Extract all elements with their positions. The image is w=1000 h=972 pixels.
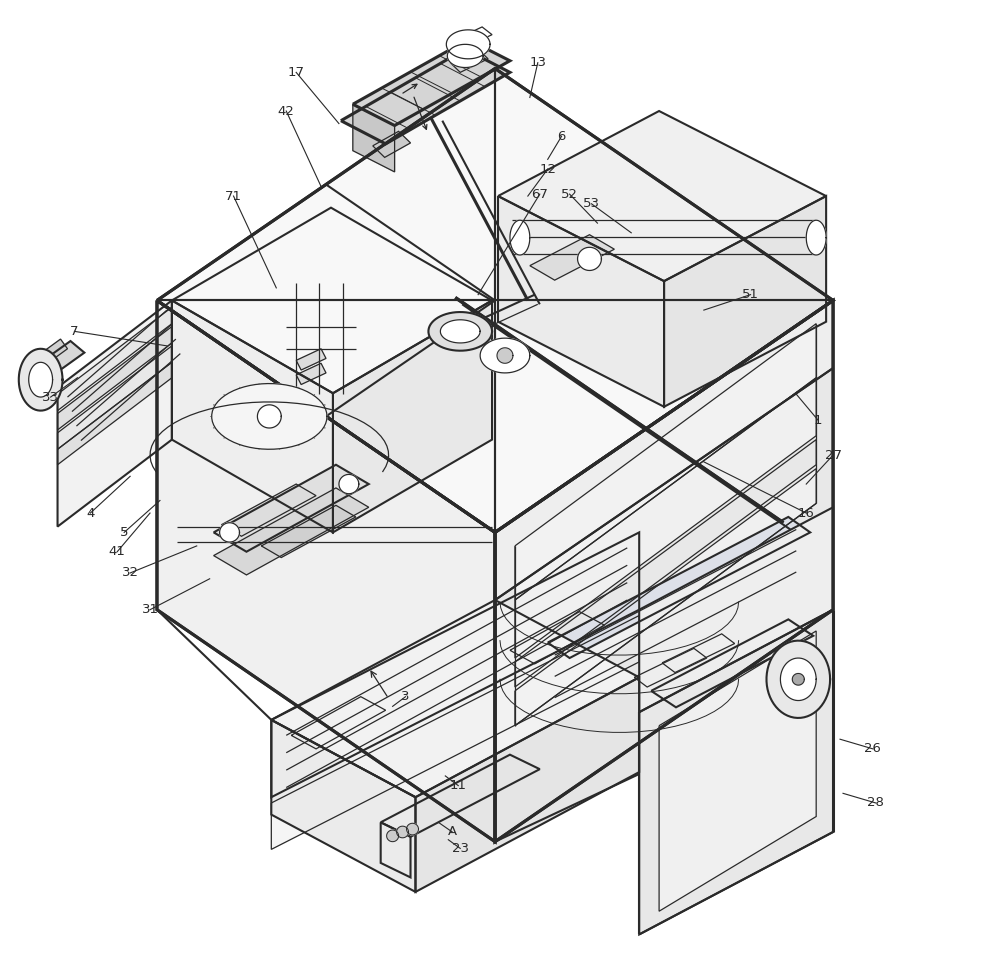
Polygon shape — [659, 631, 816, 911]
Polygon shape — [212, 384, 327, 449]
Polygon shape — [510, 611, 604, 664]
Polygon shape — [440, 320, 480, 343]
Polygon shape — [387, 830, 399, 842]
Text: 32: 32 — [122, 567, 139, 579]
Polygon shape — [446, 30, 490, 59]
Polygon shape — [510, 221, 530, 255]
Polygon shape — [639, 507, 833, 712]
Polygon shape — [220, 523, 239, 542]
Polygon shape — [261, 505, 356, 558]
Polygon shape — [480, 338, 530, 373]
Polygon shape — [333, 300, 492, 533]
Text: 33: 33 — [42, 391, 59, 403]
Text: 12: 12 — [539, 162, 556, 176]
Text: 41: 41 — [109, 545, 126, 558]
Polygon shape — [257, 404, 281, 428]
Polygon shape — [495, 368, 833, 842]
Polygon shape — [58, 346, 172, 449]
Text: 23: 23 — [452, 842, 469, 855]
Polygon shape — [780, 658, 816, 701]
Polygon shape — [495, 300, 833, 600]
Text: 16: 16 — [798, 506, 815, 520]
Polygon shape — [515, 324, 816, 600]
Polygon shape — [296, 364, 326, 385]
Polygon shape — [172, 300, 333, 533]
Polygon shape — [397, 826, 409, 838]
Polygon shape — [498, 196, 664, 406]
Polygon shape — [548, 517, 810, 658]
Polygon shape — [578, 247, 601, 270]
Polygon shape — [353, 40, 510, 125]
Polygon shape — [271, 720, 415, 892]
Polygon shape — [25, 339, 67, 375]
Text: 28: 28 — [867, 796, 884, 810]
Text: A: A — [448, 825, 457, 839]
Text: 3: 3 — [401, 690, 410, 703]
Text: 52: 52 — [561, 188, 578, 200]
Text: 13: 13 — [529, 56, 546, 69]
Polygon shape — [29, 363, 53, 398]
Polygon shape — [447, 45, 483, 67]
Polygon shape — [634, 648, 707, 687]
Polygon shape — [157, 68, 833, 533]
Text: 11: 11 — [450, 780, 467, 792]
Polygon shape — [157, 300, 495, 842]
Polygon shape — [664, 196, 826, 406]
Text: 17: 17 — [288, 66, 305, 79]
Polygon shape — [381, 754, 540, 837]
Polygon shape — [639, 609, 833, 934]
Polygon shape — [353, 104, 395, 172]
Polygon shape — [767, 641, 830, 718]
Polygon shape — [58, 327, 172, 430]
Text: 5: 5 — [120, 526, 128, 538]
Text: 42: 42 — [278, 105, 295, 118]
Polygon shape — [214, 488, 369, 574]
Polygon shape — [497, 348, 513, 364]
Polygon shape — [19, 349, 63, 410]
Text: 6: 6 — [557, 129, 566, 143]
Polygon shape — [271, 533, 639, 797]
Polygon shape — [515, 378, 816, 658]
Polygon shape — [339, 474, 359, 494]
Polygon shape — [498, 111, 826, 281]
Polygon shape — [806, 221, 826, 255]
Text: 71: 71 — [225, 190, 242, 202]
Polygon shape — [415, 677, 639, 892]
Polygon shape — [428, 312, 492, 351]
Polygon shape — [495, 300, 833, 842]
Polygon shape — [515, 469, 816, 726]
Text: 1: 1 — [814, 414, 822, 427]
Polygon shape — [407, 823, 418, 835]
Text: 4: 4 — [86, 506, 95, 520]
Polygon shape — [662, 634, 735, 673]
Polygon shape — [271, 615, 639, 850]
Text: 51: 51 — [742, 288, 759, 301]
Polygon shape — [214, 465, 369, 552]
Polygon shape — [381, 822, 411, 878]
Text: 53: 53 — [583, 197, 600, 210]
Polygon shape — [530, 234, 614, 280]
Text: 31: 31 — [142, 604, 159, 616]
Polygon shape — [271, 600, 639, 797]
Polygon shape — [792, 674, 804, 685]
Polygon shape — [222, 484, 316, 537]
Polygon shape — [58, 300, 172, 527]
Polygon shape — [373, 131, 411, 157]
Text: 27: 27 — [825, 448, 842, 462]
Text: 67: 67 — [531, 188, 548, 200]
Text: 26: 26 — [864, 743, 881, 755]
Polygon shape — [296, 349, 326, 370]
Polygon shape — [58, 363, 172, 465]
Polygon shape — [341, 50, 510, 144]
Polygon shape — [291, 697, 386, 748]
Text: 7: 7 — [70, 325, 79, 338]
Polygon shape — [33, 341, 84, 380]
Polygon shape — [58, 307, 172, 410]
Polygon shape — [651, 619, 813, 708]
